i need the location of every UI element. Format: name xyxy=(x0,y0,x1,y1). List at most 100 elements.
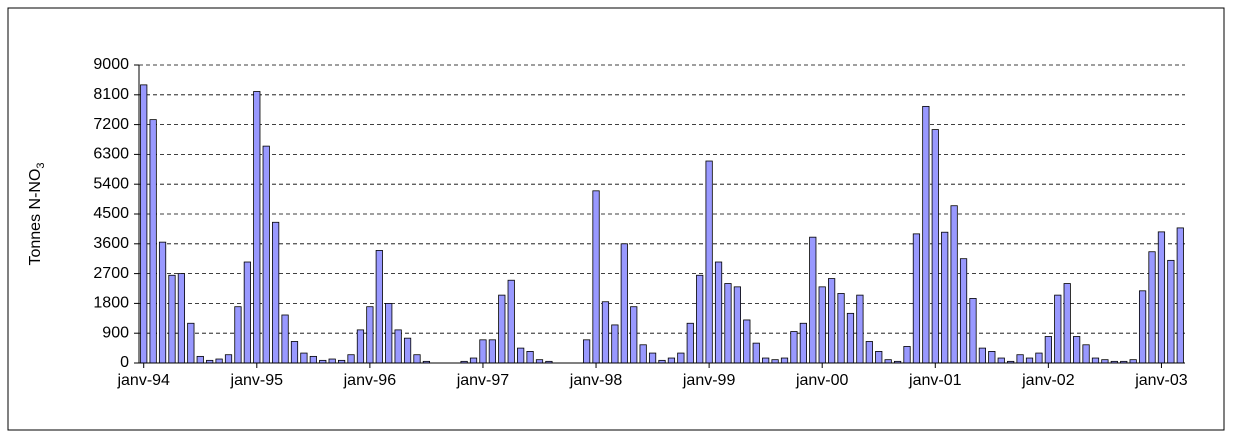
bar xyxy=(903,346,911,364)
bar xyxy=(243,261,251,364)
bar xyxy=(733,286,741,364)
bar xyxy=(762,357,770,364)
bar xyxy=(639,344,647,364)
bar xyxy=(997,357,1005,364)
x-tick-label: janv-96 xyxy=(343,372,397,389)
x-tick-label: janv-95 xyxy=(230,372,284,389)
bar xyxy=(818,286,826,364)
bar xyxy=(809,236,817,364)
bar xyxy=(300,352,308,364)
bar xyxy=(526,351,534,364)
bar xyxy=(469,357,478,364)
bar xyxy=(959,258,968,364)
bar xyxy=(846,312,855,364)
y-tick-label: 0 xyxy=(120,354,129,371)
bar xyxy=(1157,231,1166,364)
bar xyxy=(705,160,713,364)
bar xyxy=(1035,352,1043,364)
bar xyxy=(978,347,987,364)
x-tick-label: janv-99 xyxy=(682,372,736,389)
bar xyxy=(309,355,317,364)
bar xyxy=(1044,336,1052,364)
y-label-subscript: 3 xyxy=(35,162,47,168)
bar xyxy=(479,339,487,364)
bar xyxy=(1091,357,1100,364)
y-tick-label: 6300 xyxy=(93,146,129,163)
bar xyxy=(724,283,732,364)
bar xyxy=(394,329,402,364)
bar xyxy=(168,274,176,364)
bar xyxy=(158,241,167,364)
y-label-text: Tonnes N-NO xyxy=(27,169,44,266)
bar xyxy=(1138,290,1147,364)
bar xyxy=(385,302,393,364)
bar xyxy=(630,306,638,364)
bar xyxy=(366,306,374,364)
bar xyxy=(328,358,336,364)
bar xyxy=(752,342,760,364)
bar xyxy=(507,279,515,364)
bar xyxy=(356,329,365,364)
bar xyxy=(1148,251,1156,364)
bar xyxy=(611,324,619,364)
x-tick-label: janv-00 xyxy=(795,372,849,389)
bar xyxy=(667,357,676,364)
bar xyxy=(290,341,299,364)
bar xyxy=(262,145,270,364)
bar xyxy=(686,322,694,364)
bar xyxy=(790,331,798,364)
bar xyxy=(828,278,836,364)
bar xyxy=(498,294,506,364)
y-tick-label: 2700 xyxy=(93,265,129,282)
y-tick-label: 1800 xyxy=(93,295,129,312)
bar xyxy=(149,119,157,364)
bar xyxy=(714,261,723,364)
chart-frame xyxy=(7,7,1225,431)
bar xyxy=(1082,344,1090,364)
x-tick-label: janv-03 xyxy=(1134,372,1188,389)
bar xyxy=(1167,259,1175,364)
bar xyxy=(837,293,845,364)
y-tick-label: 5400 xyxy=(93,175,129,192)
bar xyxy=(253,91,261,364)
bar xyxy=(1025,357,1034,364)
bar xyxy=(517,347,525,364)
y-tick-label: 9000 xyxy=(93,56,129,73)
bar xyxy=(931,129,939,364)
bar xyxy=(922,105,930,364)
bar xyxy=(950,205,958,364)
bar xyxy=(272,221,280,364)
x-tick-label: janv-94 xyxy=(116,372,170,389)
bar xyxy=(1063,283,1071,364)
bar xyxy=(1016,354,1024,364)
x-tick-label: janv-98 xyxy=(569,372,623,389)
bar xyxy=(875,351,883,364)
y-axis-label: Tonnes N-NO3 xyxy=(27,162,47,265)
bar xyxy=(648,352,657,364)
bar xyxy=(696,274,704,364)
bar xyxy=(375,250,383,364)
x-tick-label: janv-01 xyxy=(908,372,962,389)
y-tick-label: 7200 xyxy=(93,116,129,133)
bar xyxy=(1176,227,1184,364)
bar xyxy=(583,339,591,364)
y-tick-label: 4500 xyxy=(93,205,129,222)
bar xyxy=(865,341,873,364)
bar xyxy=(941,231,949,364)
bar xyxy=(196,355,204,364)
bar xyxy=(1054,294,1062,364)
bar xyxy=(592,190,600,364)
x-tick-label: janv-97 xyxy=(456,372,510,389)
bar xyxy=(281,314,289,364)
bar xyxy=(488,339,496,364)
bar xyxy=(601,301,610,364)
y-tick-label: 3600 xyxy=(93,235,129,252)
bar xyxy=(403,337,412,364)
bar xyxy=(856,294,864,364)
bar xyxy=(969,298,977,364)
y-tick-label: 900 xyxy=(102,324,129,341)
bar xyxy=(215,358,223,364)
bar xyxy=(413,354,421,364)
